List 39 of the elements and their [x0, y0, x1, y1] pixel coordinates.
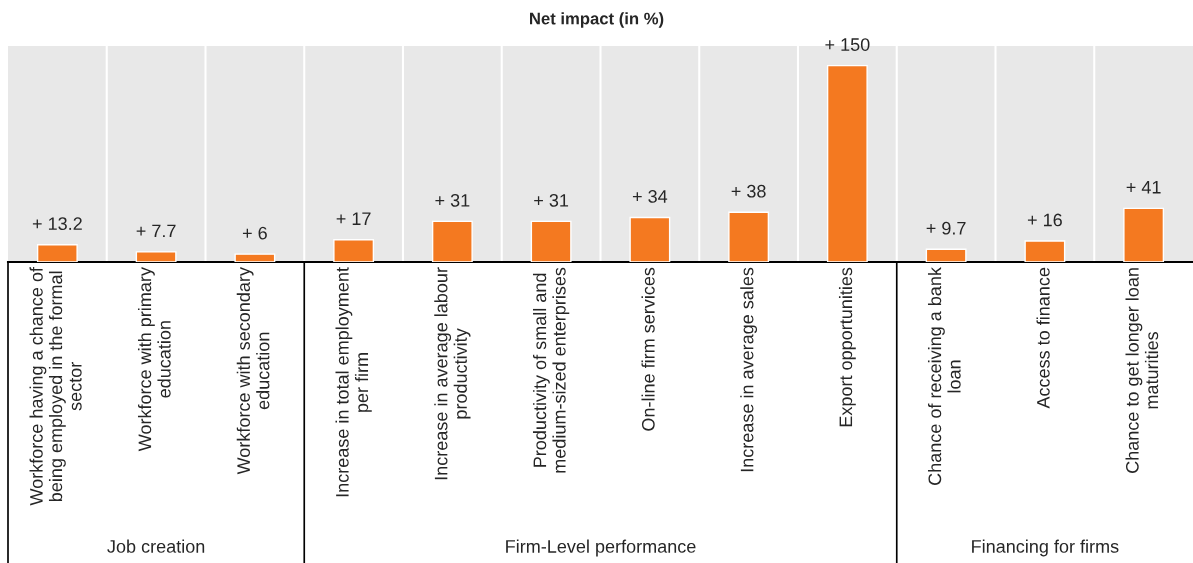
bar: [925, 248, 967, 262]
data-label: + 150: [825, 38, 870, 51]
bar: [728, 211, 770, 262]
text: Firm-Level performance: [506, 539, 696, 557]
x-tick-label: Increase in average sales: [740, 267, 758, 472]
x-tick-label: Workforce with secondary education: [236, 267, 270, 475]
x-tick-label: Chance of receiving a bank loan: [927, 267, 961, 485]
data-label: + 38: [731, 184, 766, 198]
bar: [431, 220, 473, 262]
bar: [36, 244, 78, 262]
x-tick-label: Increase in average labour productivity: [434, 267, 471, 480]
x-tick-label: Workforce having a chance of being employed in the formal sector: [29, 267, 82, 506]
data-label: + 31: [435, 193, 470, 207]
bar: [629, 216, 671, 262]
x-tick-label: Chance to get longer loan maturities: [1125, 268, 1159, 473]
bar: [333, 239, 375, 262]
bar: [530, 220, 572, 262]
data-label: + 13.2: [32, 217, 82, 231]
data-label: + 34: [632, 190, 668, 203]
data-label: + 31: [534, 193, 569, 207]
data-label: + 16: [1027, 213, 1062, 227]
x-tick-label: Increase in total employment per firm: [335, 267, 372, 497]
data-label: + 17: [336, 212, 371, 225]
data-label: + 41: [1126, 181, 1161, 194]
x-tick-label: Access to finance: [1036, 267, 1050, 409]
bar: [1123, 207, 1165, 262]
x-tick-label: Productivity of small and medium-sized enterprises: [532, 267, 570, 473]
data-label: + 9.7: [926, 221, 966, 235]
bar: [135, 251, 177, 262]
text: Financing for firms: [972, 539, 1119, 557]
bar: [1024, 240, 1066, 262]
x-tick-label: On-line firm services: [641, 267, 655, 431]
data-label: + 7.7: [136, 224, 176, 238]
bar: [826, 64, 868, 262]
x-tick-label: Export opportunities: [838, 267, 856, 427]
bar: [234, 253, 276, 262]
text: Job creation: [107, 539, 205, 553]
chart-title: Net impact (in %): [530, 12, 664, 28]
data-label: + 6: [242, 226, 267, 240]
